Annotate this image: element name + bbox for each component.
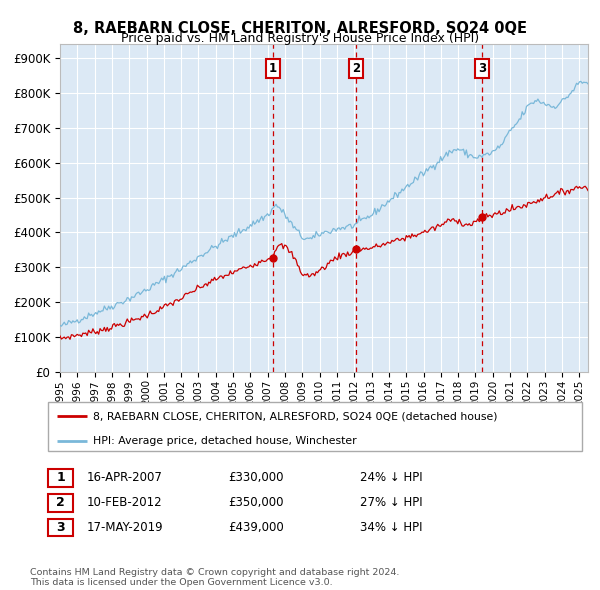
Text: 8, RAEBARN CLOSE, CHERITON, ALRESFORD, SO24 0QE (detached house): 8, RAEBARN CLOSE, CHERITON, ALRESFORD, S… [93,411,497,421]
Text: 2: 2 [352,63,360,76]
Text: 3: 3 [478,63,486,76]
Text: Price paid vs. HM Land Registry's House Price Index (HPI): Price paid vs. HM Land Registry's House … [121,32,479,45]
Text: 2: 2 [56,496,65,509]
Text: 17-MAY-2019: 17-MAY-2019 [87,521,164,534]
Text: 27% ↓ HPI: 27% ↓ HPI [360,496,422,509]
Text: 3: 3 [56,521,65,534]
Text: £330,000: £330,000 [228,471,284,484]
Text: £350,000: £350,000 [228,496,284,509]
Text: 24% ↓ HPI: 24% ↓ HPI [360,471,422,484]
Text: £439,000: £439,000 [228,521,284,534]
Text: 16-APR-2007: 16-APR-2007 [87,471,163,484]
Text: 34% ↓ HPI: 34% ↓ HPI [360,521,422,534]
Text: 8, RAEBARN CLOSE, CHERITON, ALRESFORD, SO24 0QE: 8, RAEBARN CLOSE, CHERITON, ALRESFORD, S… [73,21,527,35]
Text: 1: 1 [269,63,277,76]
Text: Contains HM Land Registry data © Crown copyright and database right 2024.
This d: Contains HM Land Registry data © Crown c… [30,568,400,587]
Text: 10-FEB-2012: 10-FEB-2012 [87,496,163,509]
Text: HPI: Average price, detached house, Winchester: HPI: Average price, detached house, Winc… [93,435,356,445]
Text: 1: 1 [56,471,65,484]
